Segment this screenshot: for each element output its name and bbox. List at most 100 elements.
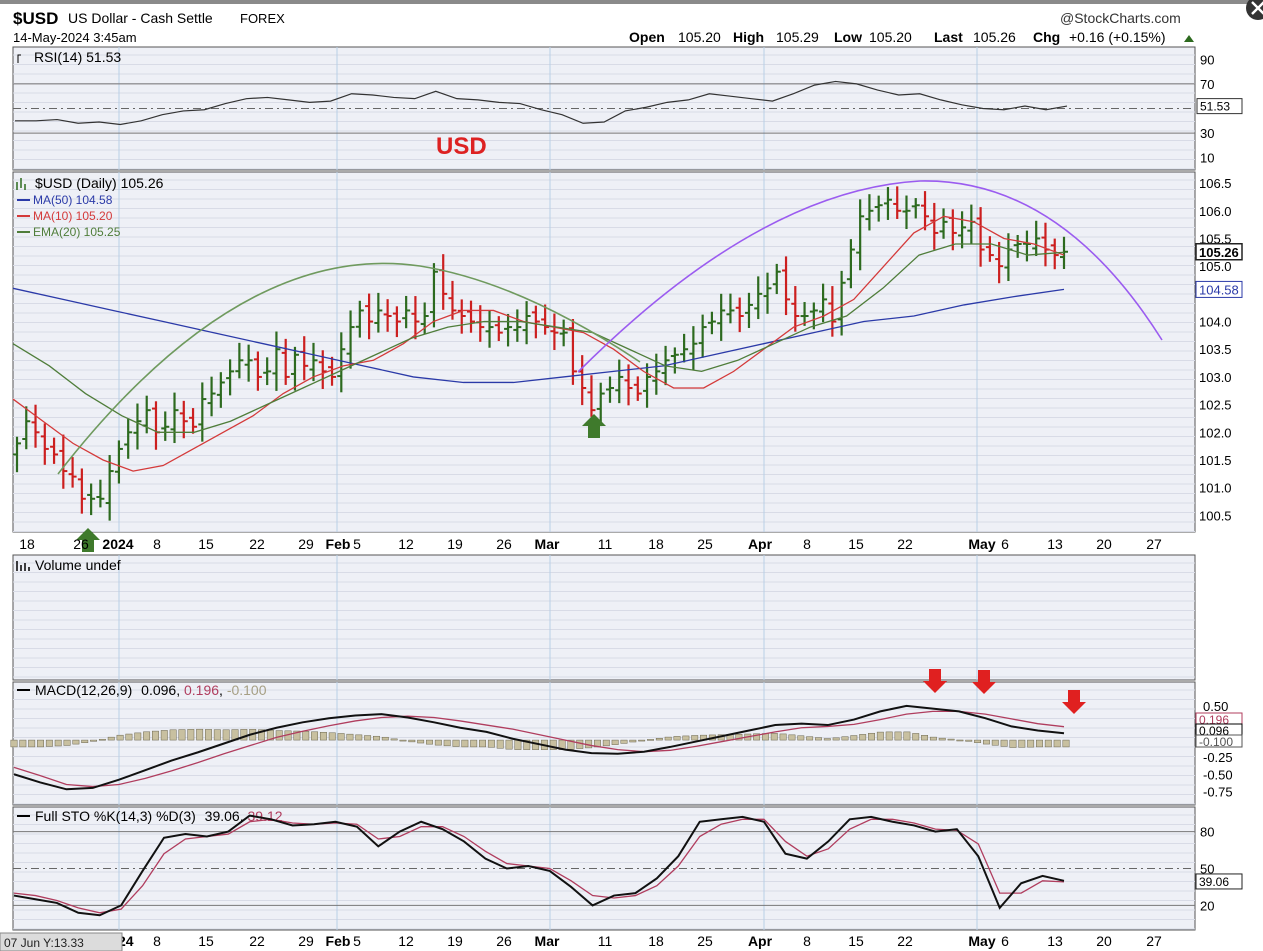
histogram-bar <box>664 736 672 741</box>
histogram-bar <box>151 730 159 741</box>
ma50-line <box>12 287 1065 384</box>
ohlc-bar <box>1032 220 1041 256</box>
ohlc-bar <box>717 293 726 341</box>
high-label: High <box>733 29 764 45</box>
ohlc-bar <box>633 376 642 401</box>
x-tick-label: 8 <box>153 536 161 552</box>
sto-tick: 20 <box>1200 898 1214 913</box>
rsi-tick: 30 <box>1200 126 1214 141</box>
histogram-bar <box>28 739 36 748</box>
x-tick-label: 15 <box>198 536 214 552</box>
ohlc-bar <box>865 194 874 231</box>
price-tick: 103.5 <box>1199 342 1232 357</box>
ohlc-bar <box>800 302 809 326</box>
date-label: 14-May-2024 3:45am <box>13 30 137 45</box>
histogram-bar <box>611 739 619 745</box>
ohlc-bar <box>559 319 568 347</box>
x-tick-label: 13 <box>1047 933 1063 949</box>
ohlc-bar <box>791 286 800 332</box>
macd-tick: -0.25 <box>1203 750 1233 765</box>
histogram-bar <box>107 736 115 741</box>
x-tick-label: 6 <box>1001 536 1009 552</box>
histogram-bar <box>823 738 831 741</box>
histogram-bar <box>293 730 301 741</box>
legend-label: MA(50) 104.58 <box>33 193 113 207</box>
panel-rsi <box>12 46 1196 171</box>
histogram-bar <box>461 739 469 748</box>
ohlc-bar <box>50 437 59 464</box>
ohlc-bar <box>133 403 142 450</box>
histogram-bar <box>1009 739 1017 748</box>
histogram-bar <box>788 734 796 741</box>
ohlc-bar <box>290 346 299 391</box>
ohlc-bar <box>355 300 364 338</box>
histogram-bar <box>523 739 531 750</box>
macd-label: MACD(12,26,9) <box>35 682 132 698</box>
histogram-bar <box>496 739 504 749</box>
histogram-bar <box>355 734 363 741</box>
macd-histogram <box>10 728 1070 750</box>
histogram-bar <box>452 739 460 747</box>
macd-histogram-value: -0.100 <box>227 682 267 698</box>
histogram-bar <box>629 739 637 743</box>
histogram-bar <box>850 735 858 741</box>
histogram-bar <box>620 739 628 744</box>
symbol-label: $USD <box>13 9 58 28</box>
histogram-bar <box>373 735 380 741</box>
grid-lines <box>13 47 1195 930</box>
histogram-bar <box>549 739 557 750</box>
x-tick-label: 11 <box>598 536 613 552</box>
histogram-bar <box>770 733 778 741</box>
macd-line <box>13 704 1065 791</box>
histogram-bar <box>841 736 849 741</box>
histogram-bar <box>487 739 495 748</box>
x-tick-label: 25 <box>697 536 713 552</box>
ohlc-bar <box>958 211 967 249</box>
histogram-bar <box>443 739 451 747</box>
ohlc-bar <box>485 310 494 348</box>
histogram-bar <box>178 729 186 741</box>
histogram-bar <box>1036 739 1043 748</box>
histogram-bar <box>45 739 53 747</box>
open-value: 105.20 <box>678 29 721 45</box>
histogram-bar <box>479 739 486 748</box>
panel-sto <box>12 806 1196 931</box>
ohlc-bar <box>689 326 698 371</box>
ohlc-bar <box>467 300 476 333</box>
macd-tick: 0.50 <box>1203 699 1228 714</box>
x-tick-label: 25 <box>697 933 713 949</box>
macd-hist-box-label: -0.100 <box>1199 735 1233 749</box>
histogram-bar <box>753 733 761 741</box>
histogram-bar <box>426 739 433 745</box>
x-tick-label: 26 <box>496 933 512 949</box>
ohlc-bar <box>976 207 985 267</box>
histogram-bar <box>417 739 425 744</box>
macd-tick: -0.50 <box>1203 767 1233 782</box>
close-icon[interactable] <box>1246 0 1263 20</box>
histogram-bar <box>673 736 681 741</box>
ohlc-bar <box>1050 238 1059 270</box>
price-tick: 102.0 <box>1199 425 1232 440</box>
histogram-bar <box>169 729 177 741</box>
brand-label: @StockCharts.com <box>1060 10 1181 26</box>
ohlc-bar <box>856 199 865 271</box>
histogram-bar <box>187 729 195 741</box>
ohlc-bar <box>513 309 522 342</box>
histogram-bar <box>434 739 442 746</box>
ohlc-bar <box>763 272 772 314</box>
ohlc-bar <box>68 457 77 488</box>
x-tick-label: 26 <box>496 536 512 552</box>
price-tick: 101.5 <box>1199 453 1232 468</box>
histogram-bar <box>116 734 124 741</box>
histogram-bar <box>72 739 80 745</box>
x-tick-label: 5 <box>353 536 361 552</box>
last-price-label: 105.26 <box>1199 245 1239 260</box>
histogram-bar <box>991 739 999 746</box>
ohlc-bar <box>550 313 559 351</box>
ohlc-bar <box>420 302 429 335</box>
sto-k-value: 39.06 <box>205 808 240 824</box>
histogram-bar <box>19 739 27 748</box>
ohlc-bar <box>624 364 633 406</box>
volume-panel: Volume undef <box>16 557 121 573</box>
price-legend: MA(50) 104.58 MA(10) 105.20 EMA(20) 105.25 <box>17 193 121 239</box>
